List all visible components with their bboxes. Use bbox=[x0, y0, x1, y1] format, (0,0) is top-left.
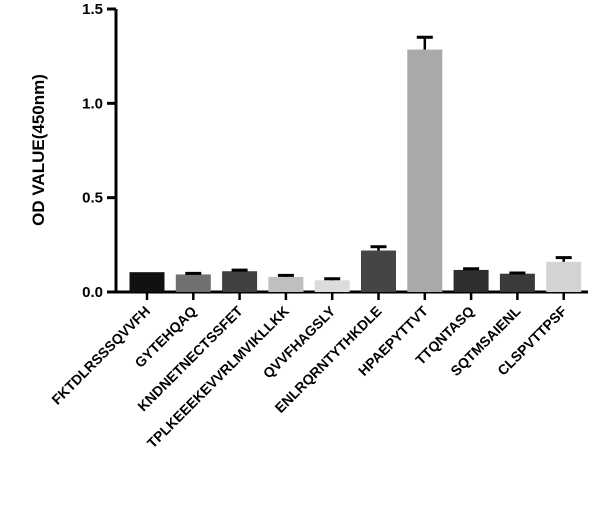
error-bars bbox=[185, 35, 572, 281]
bar bbox=[314, 280, 350, 292]
y-tick-labels: 0.0 0.5 1.0 1.5 bbox=[82, 1, 103, 301]
bar bbox=[361, 250, 396, 292]
y-tick-label: 1.0 bbox=[82, 95, 103, 112]
bar bbox=[129, 272, 165, 292]
bar bbox=[268, 276, 304, 292]
bar bbox=[175, 274, 211, 292]
bar bbox=[499, 273, 535, 292]
bars bbox=[129, 49, 582, 293]
bar bbox=[546, 261, 582, 292]
bar bbox=[453, 269, 489, 292]
y-axis bbox=[107, 7, 118, 294]
y-tick-label: 0.0 bbox=[82, 284, 103, 301]
y-tick-label: 0.5 bbox=[82, 190, 103, 207]
y-tick-label: 1.5 bbox=[82, 1, 103, 18]
y-axis-title: OD VALUE(450nm) bbox=[29, 74, 48, 226]
bar bbox=[407, 49, 443, 293]
bar bbox=[222, 271, 258, 292]
category-labels: FKTDLRSSSQVVFHGYTEHQAQKNDNETNECTSSFETTPL… bbox=[48, 302, 570, 451]
x-axis bbox=[114, 290, 588, 300]
